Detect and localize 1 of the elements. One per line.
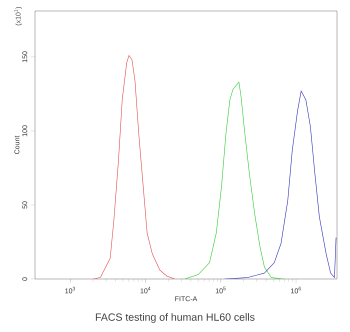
text: FACS testing of human HL60 cells [96,313,255,323]
